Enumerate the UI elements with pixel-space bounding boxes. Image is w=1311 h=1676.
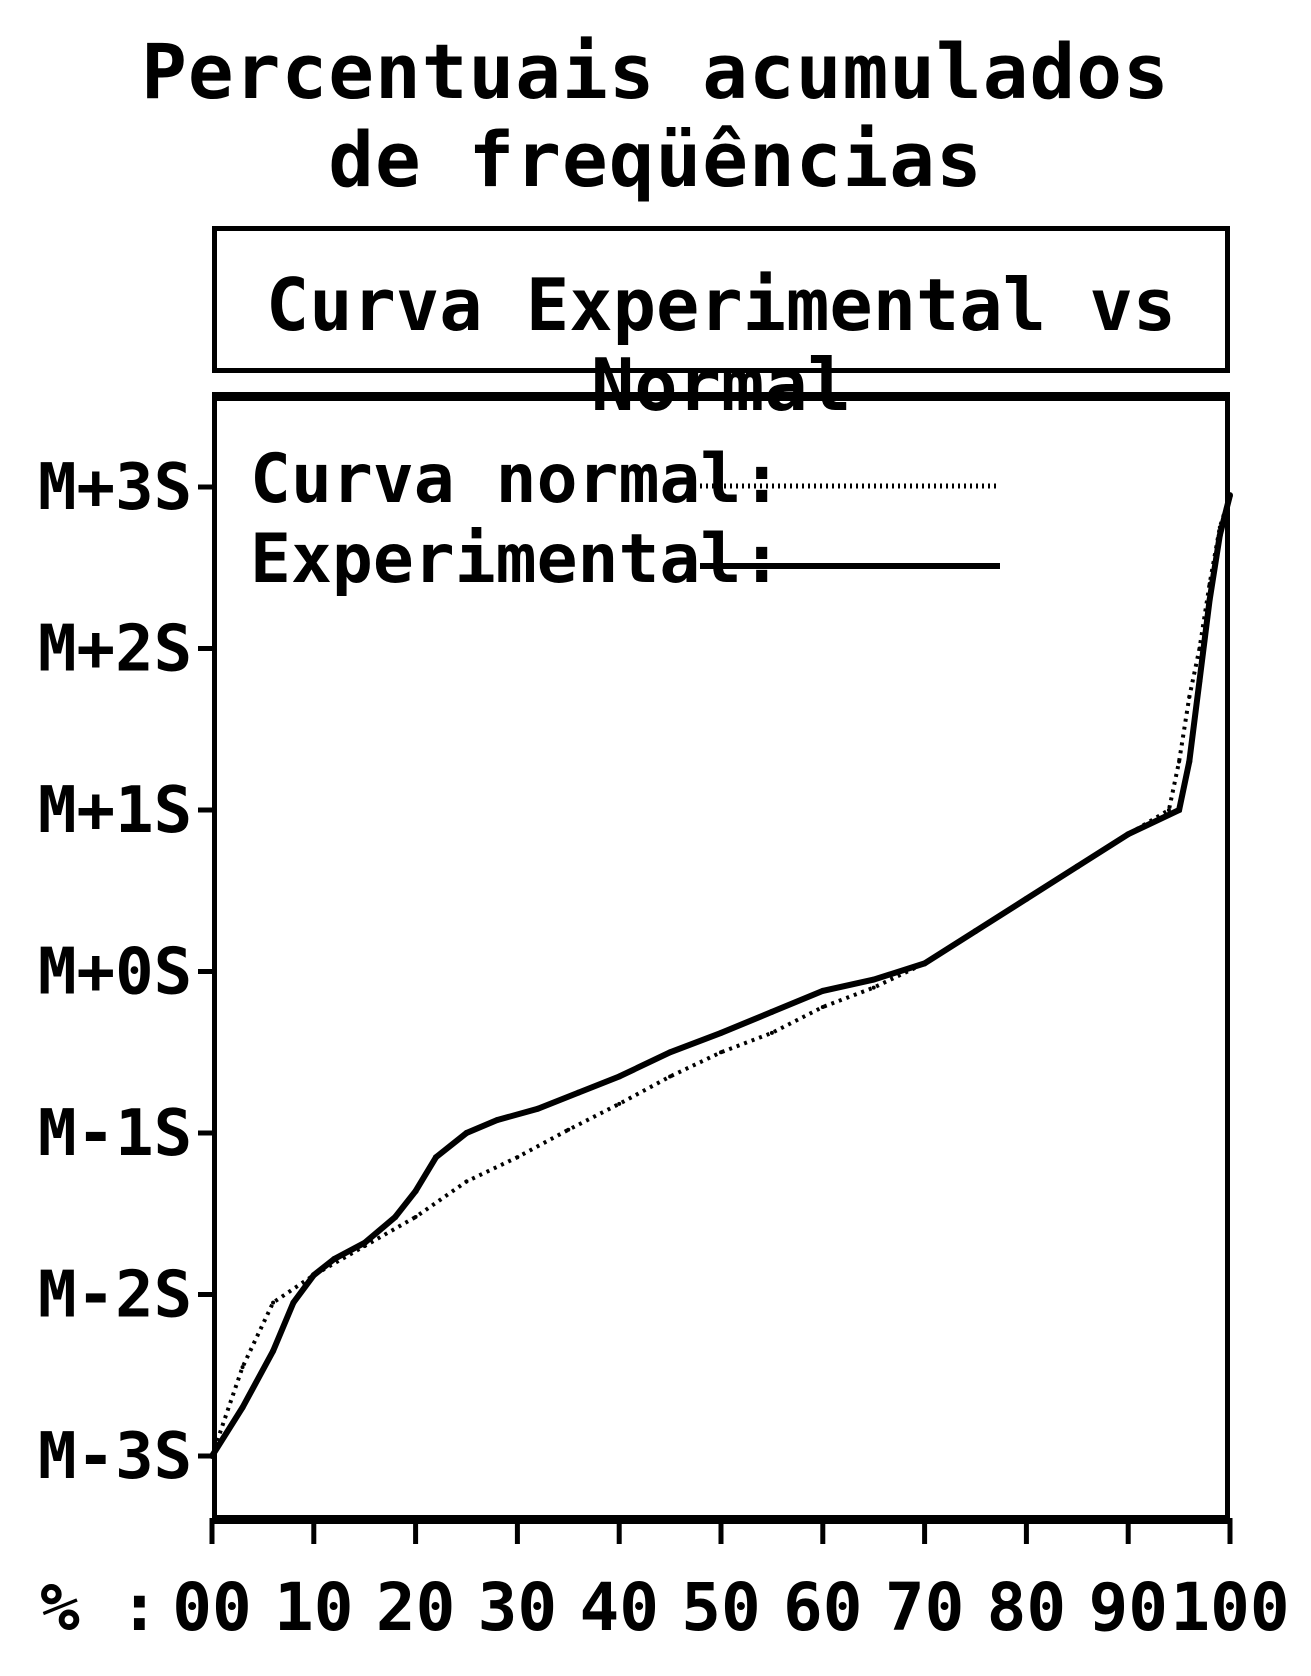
x-tick-label: 70 [885,1569,964,1646]
series-point-experimental [290,1299,297,1306]
series-point-normal [668,1074,673,1079]
series-point-experimental [870,976,877,983]
x-tick-label: 100 [1170,1569,1289,1646]
y-tick-label: M-2S [38,1259,192,1333]
series-point-normal [240,1365,245,1370]
legend-item-experimental: Experimental: [250,524,782,596]
series-point-experimental [494,1117,501,1124]
series-point-experimental [310,1272,317,1279]
x-tick-label: 00 [172,1569,251,1646]
x-tick-label: 80 [987,1569,1066,1646]
legend-label-normal: Curva normal: [250,440,783,519]
y-tick-label: M+1S [38,774,192,848]
series-point-normal [464,1179,469,1184]
series-point-normal [871,985,876,990]
series-point-experimental [1074,863,1081,870]
series-point-experimental [768,1008,775,1015]
series-point-experimental [575,1089,582,1096]
chart-title: Percentuais acumulados de freqüências [0,28,1311,204]
series-point-experimental [270,1348,277,1355]
y-tick-label: M+0S [38,936,192,1010]
x-tick-label: 90 [1088,1569,1167,1646]
y-tick-label: M-3S [38,1420,192,1494]
subtitle-box: Curva Experimental vs Normal [212,226,1230,425]
series-point-experimental [1176,807,1183,813]
legend-item-normal: Curva normal: [250,444,782,516]
x-tick-label: 20 [376,1569,455,1646]
x-tick-label: 10 [274,1569,353,1646]
series-point-experimental [616,1073,623,1080]
series-line-normal [210,494,1232,1457]
series-point-experimental [819,987,826,994]
series-point-normal [1187,694,1192,699]
series-point-normal [719,1050,723,1055]
series-point-experimental [1206,597,1213,604]
series-point-normal [820,1005,825,1010]
series-point-experimental [331,1255,338,1262]
series-point-experimental [463,1130,470,1136]
series-point-normal [271,1300,276,1305]
chart-title-line1: Percentuais acumulados [141,27,1170,116]
y-tick-label: M-1S [38,1097,192,1171]
x-tick-label: 30 [478,1569,557,1646]
series-point-experimental [432,1154,439,1161]
y-tick-label: M+3S [38,451,192,525]
series-point-experimental [239,1404,246,1411]
series-point-normal [515,1155,520,1160]
series-point-experimental [392,1213,399,1220]
x-tick-label: 60 [783,1569,862,1646]
legend-label-experimental: Experimental: [250,520,783,599]
series-point-normal [1177,759,1182,764]
chart-title-line2: de freqüências [328,115,983,204]
series-point-experimental [412,1188,419,1195]
series-line-experimental [209,494,1233,1458]
series-point-experimental [209,1453,215,1459]
series-point-experimental [972,928,979,935]
y-tick-label: M+2S [38,613,192,687]
series-point-experimental [921,960,928,967]
series-point-normal [566,1127,571,1132]
series-point-experimental [1227,492,1233,499]
series-point-experimental [361,1239,368,1246]
x-axis-prefix: % : [40,1569,159,1646]
series-point-experimental [1196,677,1203,684]
x-tick-label: 40 [579,1569,658,1646]
series-point-normal [617,1101,622,1106]
series-point-experimental [667,1049,674,1056]
series-point-experimental [534,1105,541,1112]
series-point-experimental [1125,831,1132,838]
chart-subtitle: Curva Experimental vs Normal [265,263,1177,427]
series-point-normal [1166,808,1171,812]
series-point-normal [769,1030,774,1035]
x-tick-label: 50 [681,1569,760,1646]
series-point-experimental [1023,895,1030,902]
series-point-experimental [1216,532,1223,539]
series-point-experimental [718,1029,724,1036]
series-point-normal [413,1214,418,1219]
series-point-experimental [1186,758,1193,765]
